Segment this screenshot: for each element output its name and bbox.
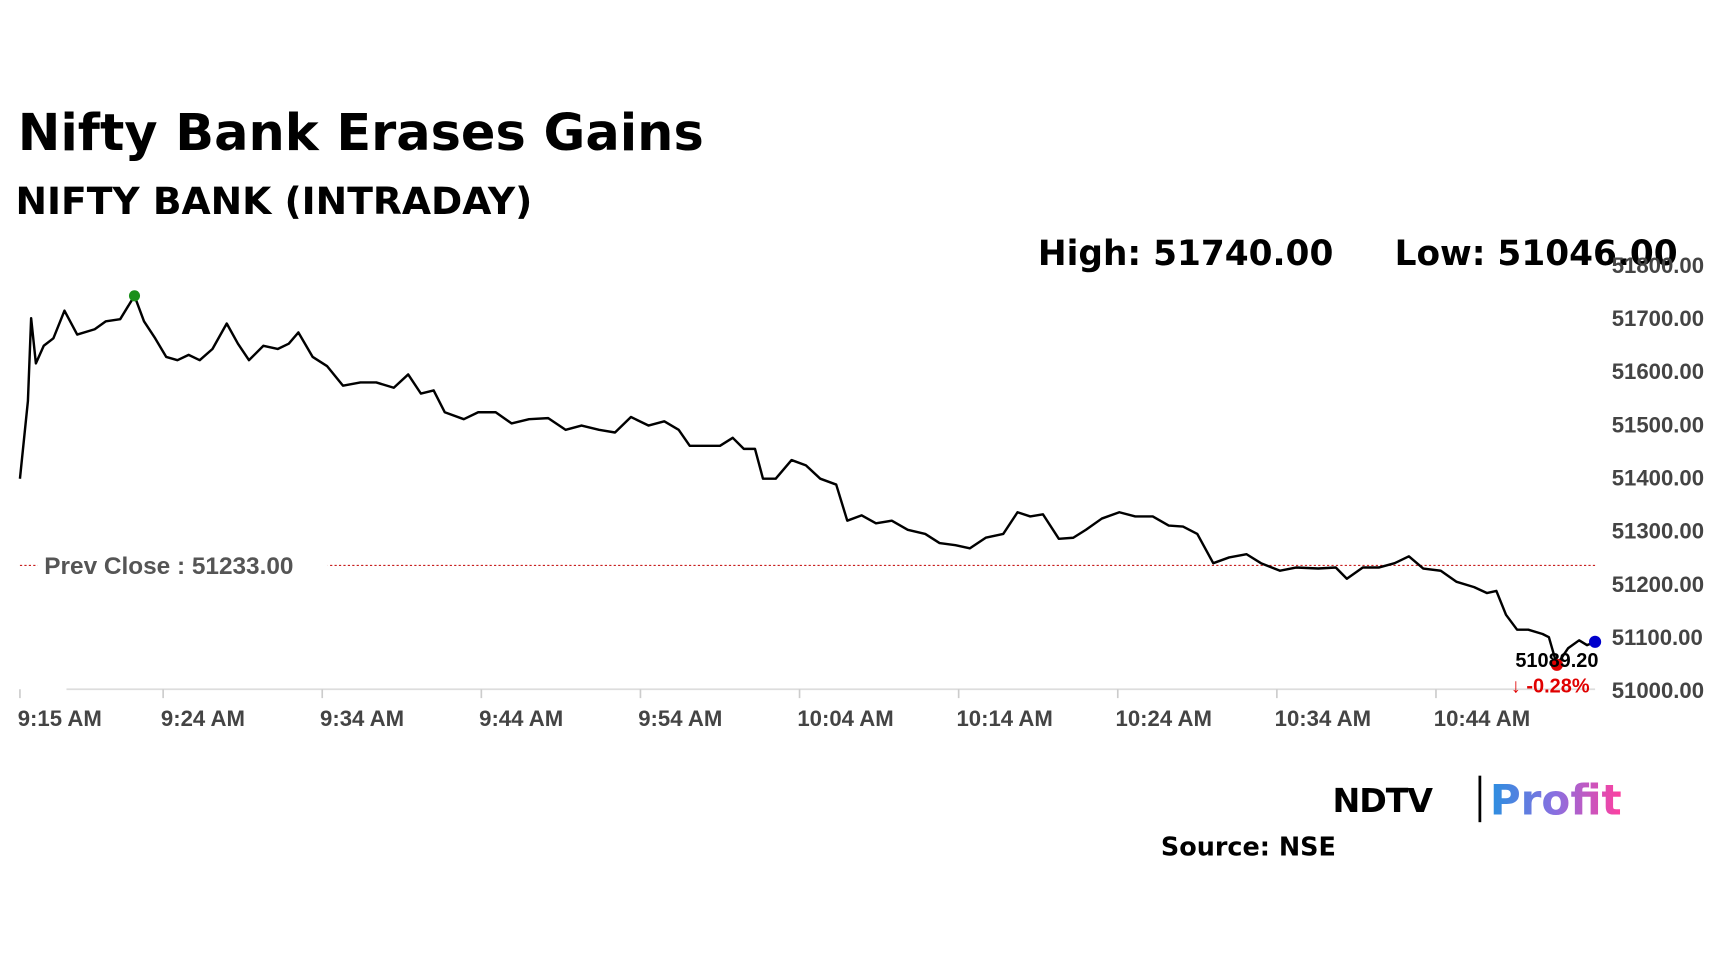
chart-subtitle: NIFTY BANK (INTRADAY) [16,179,533,223]
y-tick-label: 51700.00 [1612,306,1704,331]
x-tick-label: 9:34 AM [320,706,404,731]
y-tick-label: 51500.00 [1612,412,1704,437]
x-tick-label: 9:24 AM [161,706,245,731]
y-tick-label: 51800.00 [1612,253,1704,278]
y-tick-label: 51000.00 [1612,678,1704,703]
high-label: High: 51740.00 [1038,234,1333,274]
x-tick-label: 10:24 AM [1116,706,1212,731]
last-marker [1588,635,1602,648]
change-label: ↓ -0.28% [1511,676,1590,698]
y-tick-label: 51100.00 [1612,625,1703,650]
logo-ndtv: NDTV [1333,781,1434,820]
source: Source: NSE [1161,832,1336,862]
x-tick-label: 10:04 AM [797,706,893,731]
y-tick-label: 51200.00 [1612,572,1704,597]
prev-close-label: Prev Close : 51233.00 [44,553,293,580]
logo: NDTV Profit [1333,775,1622,824]
chart-title: Nifty Bank Erases Gains [18,104,704,163]
last-price-label: 51089.20 [1515,650,1598,672]
y-tick-label: 51600.00 [1612,359,1704,384]
x-tick-label: 10:14 AM [956,706,1052,731]
x-tick-label: 10:34 AM [1275,706,1371,731]
x-tick-label: 9:44 AM [479,706,563,731]
prev-close-label-bg [37,547,328,584]
x-tick-label: 9:15 AM [18,706,102,731]
x-tick-label: 9:54 AM [638,706,722,731]
low-label: Low: 51046.00 [1395,234,1678,274]
low-marker [1550,658,1563,671]
x-tick-label: 10:44 AM [1434,706,1530,731]
logo-profit: Profit [1490,775,1622,824]
price-line [18,294,1596,666]
high-marker [128,290,141,302]
y-tick-label: 51400.00 [1612,465,1704,490]
y-tick-label: 51300.00 [1612,519,1704,544]
